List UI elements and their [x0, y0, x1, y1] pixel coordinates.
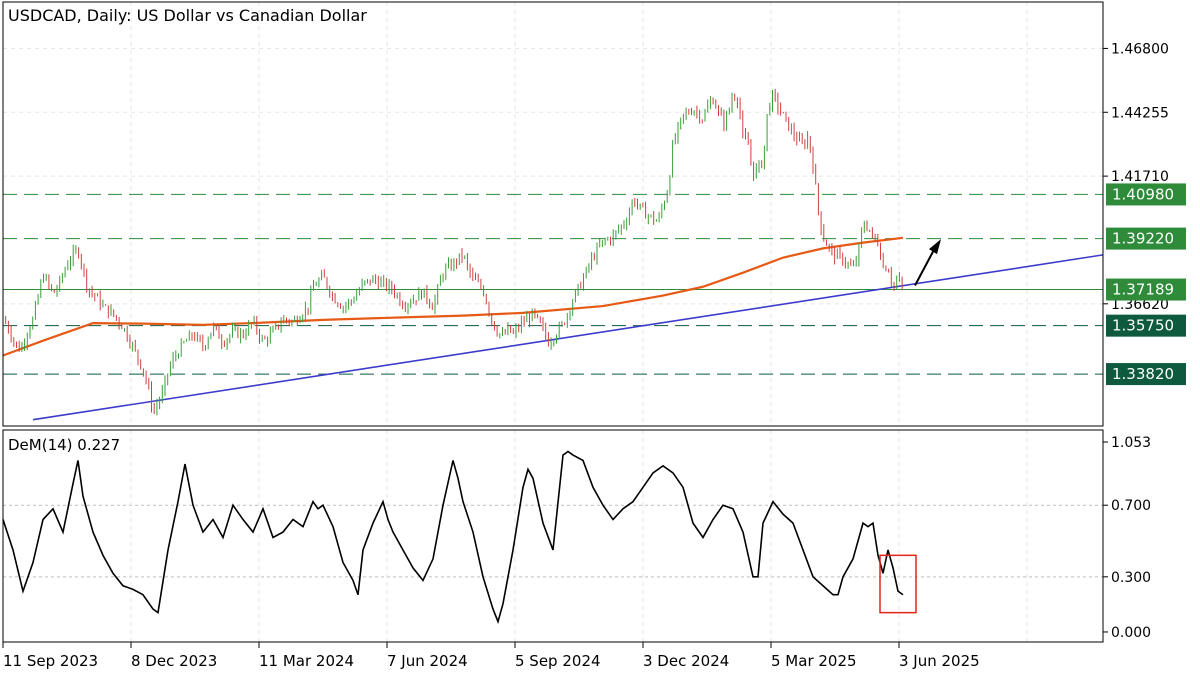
x-tick-label: 8 Dec 2023	[131, 652, 217, 670]
x-tick-label: 5 Sep 2024	[515, 652, 601, 670]
y-axis-ticks: 1.46800 1.44255 1.41710 1.36620 1.053 0.700 0.…	[1103, 41, 1169, 641]
level-badge	[1106, 227, 1186, 250]
arrow-shaft	[914, 247, 936, 286]
indicator-line	[2, 450, 904, 625]
price-grid	[2, 2, 1103, 426]
x-tick-label: 11 Sep 2023	[3, 652, 98, 670]
y-tick-label: 1.44255	[1111, 105, 1169, 121]
level-badge-label: 1.33820	[1112, 365, 1174, 383]
x-axis-labels: 11 Sep 2023 8 Dec 2023 11 Mar 2024 7 Jun 20…	[2, 642, 980, 670]
level-badge-label: 1.40980	[1112, 185, 1174, 203]
indicator-tick-label: 1.053	[1111, 435, 1151, 451]
chart-title: USDCAD, Daily: US Dollar vs Canadian Dol…	[8, 6, 367, 25]
x-tick-label: 3 Dec 2024	[643, 652, 729, 670]
y-tick-label: 1.46800	[1111, 41, 1169, 57]
trendline	[32, 254, 1104, 421]
highlight-box	[879, 554, 917, 614]
price-panel-frame	[2, 1, 1104, 427]
level-badge-label: 1.35750	[1112, 317, 1174, 335]
level-badge	[1106, 314, 1186, 337]
indicator-tick-label: 0.300	[1111, 570, 1151, 586]
level-badge	[1106, 363, 1186, 386]
level-badge	[1106, 278, 1186, 301]
x-tick-label: 5 Mar 2025	[771, 652, 857, 670]
trendline-layer	[32, 254, 1104, 421]
indicator-line-layer	[2, 450, 904, 625]
level-badge-label: 1.37189	[1112, 281, 1174, 299]
level-badge-label: 1.39220	[1112, 230, 1174, 248]
moving-average-line	[2, 236, 904, 357]
moving-average-layer	[2, 236, 904, 357]
y-tick-label: 1.41710	[1111, 169, 1169, 185]
indicator-grid	[2, 430, 1103, 642]
annotation-layer	[879, 239, 941, 614]
y-tick-label: 1.36620	[1111, 297, 1169, 313]
candles-layer	[5, 88, 903, 416]
indicator-tick-label: 0.000	[1111, 625, 1151, 641]
indicator-title: DeM(14) 0.227	[8, 436, 120, 454]
price-levels	[3, 193, 1103, 375]
x-tick-label: 3 Jun 2025	[899, 652, 980, 670]
indicator-tick-label: 0.700	[1111, 498, 1151, 514]
arrow-head	[929, 239, 941, 255]
x-tick-label: 7 Jun 2024	[387, 652, 468, 670]
indicator-panel-frame	[2, 429, 1104, 643]
level-badges: 1.40980 1.39220 1.37189 1.35750 1.33820	[1106, 183, 1186, 386]
x-tick-label: 11 Mar 2024	[259, 652, 354, 670]
level-badge	[1106, 183, 1186, 206]
